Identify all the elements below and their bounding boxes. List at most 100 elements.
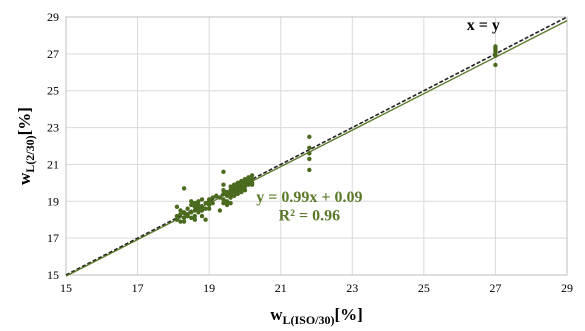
y-axis-label-unit: [%] <box>15 107 34 135</box>
x-axis-label: wL(ISO/30)[%] <box>270 305 363 327</box>
y-tick-label: 25 <box>47 84 59 98</box>
data-point <box>242 188 248 193</box>
data-point <box>493 53 498 58</box>
data-point <box>192 213 198 219</box>
y-tick-label: 27 <box>47 47 59 61</box>
data-point <box>235 184 240 189</box>
y-axis-label: wL(2/30)[%] <box>15 107 37 185</box>
r-squared-label: R² = 0.96 <box>279 208 340 225</box>
y-axis-label-base: w <box>15 172 34 185</box>
plot-area-frame <box>65 16 568 276</box>
data-point <box>196 202 201 208</box>
data-point <box>174 217 180 222</box>
data-point <box>181 215 187 221</box>
data-point <box>242 180 248 186</box>
y-tick-labels: 15 17 19 21 23 25 27 29 <box>47 10 59 282</box>
data-point <box>239 189 244 195</box>
data-point <box>217 195 223 200</box>
data-point <box>181 219 187 224</box>
y-tick-label: 29 <box>47 10 59 24</box>
data-point <box>203 217 208 222</box>
x-tick-label: 17 <box>132 281 144 295</box>
data-point <box>192 200 198 206</box>
data-point <box>217 208 223 213</box>
data-point <box>307 145 312 151</box>
data-point <box>249 176 255 182</box>
data-point <box>199 213 205 219</box>
data-point <box>228 188 233 193</box>
data-point <box>203 200 208 206</box>
data-point <box>221 188 226 193</box>
regression-equation: y = 0.99x + 0.09 <box>256 189 362 206</box>
data-point <box>307 156 312 162</box>
data-point <box>307 134 312 139</box>
x-tick-label: 29 <box>561 281 573 295</box>
data-point <box>242 184 248 189</box>
data-point <box>239 186 244 191</box>
data-point <box>185 206 190 211</box>
data-point <box>181 210 187 215</box>
data-point <box>239 182 244 187</box>
data-point <box>174 213 180 219</box>
x-tick-label: 23 <box>346 281 358 295</box>
data-point <box>199 204 205 210</box>
x-tick-labels: 15 17 19 21 23 25 27 29 <box>60 281 573 295</box>
data-point <box>189 215 194 221</box>
data-point <box>206 206 212 211</box>
data-point <box>221 197 226 202</box>
data-point <box>199 197 205 202</box>
data-point <box>196 210 201 215</box>
data-point <box>239 178 244 184</box>
data-point <box>231 193 237 198</box>
data-point <box>231 189 237 195</box>
data-point <box>224 199 230 204</box>
data-point <box>249 182 255 187</box>
data-point <box>189 202 194 208</box>
grid-lines <box>65 16 568 276</box>
data-point <box>196 199 201 204</box>
data-point <box>199 208 205 213</box>
x-axis-label-subscript: L(ISO/30) <box>282 313 334 327</box>
x-tick-label: 19 <box>203 281 215 295</box>
data-point <box>249 173 255 178</box>
data-point <box>235 191 240 197</box>
data-point <box>228 195 233 200</box>
y-axis-label-subscript: L(2/30) <box>23 135 37 172</box>
data-point <box>235 188 240 193</box>
data-point <box>210 200 215 206</box>
data-point <box>228 184 233 189</box>
reference-lines <box>65 16 568 277</box>
data-point <box>221 169 226 174</box>
data-point <box>192 208 198 213</box>
data-point <box>192 204 198 210</box>
y-tick-label: 17 <box>47 231 59 245</box>
data-point <box>246 178 251 184</box>
x-tick-label: 25 <box>418 281 430 295</box>
data-point <box>224 189 230 195</box>
data-point <box>178 211 183 217</box>
x-tick-label: 21 <box>275 281 287 295</box>
data-point <box>185 211 190 217</box>
y-tick-label: 15 <box>47 268 59 282</box>
data-point <box>210 195 215 200</box>
x-tick-label: 15 <box>60 281 72 295</box>
data-point <box>206 197 212 202</box>
y-tick-label: 21 <box>47 157 59 171</box>
data-point <box>196 206 201 211</box>
data-point <box>224 202 230 208</box>
data-point <box>231 182 237 187</box>
data-point <box>493 62 498 68</box>
data-point <box>224 193 230 198</box>
data-point <box>235 180 240 186</box>
data-point <box>221 191 226 197</box>
data-point <box>203 206 208 211</box>
data-points <box>174 44 498 224</box>
data-point <box>178 219 183 224</box>
regression-line <box>65 20 568 277</box>
data-point <box>246 175 251 180</box>
data-point <box>214 193 219 198</box>
x-axis-label-unit: [%] <box>334 305 362 324</box>
data-point <box>206 202 212 208</box>
data-point <box>189 199 194 204</box>
